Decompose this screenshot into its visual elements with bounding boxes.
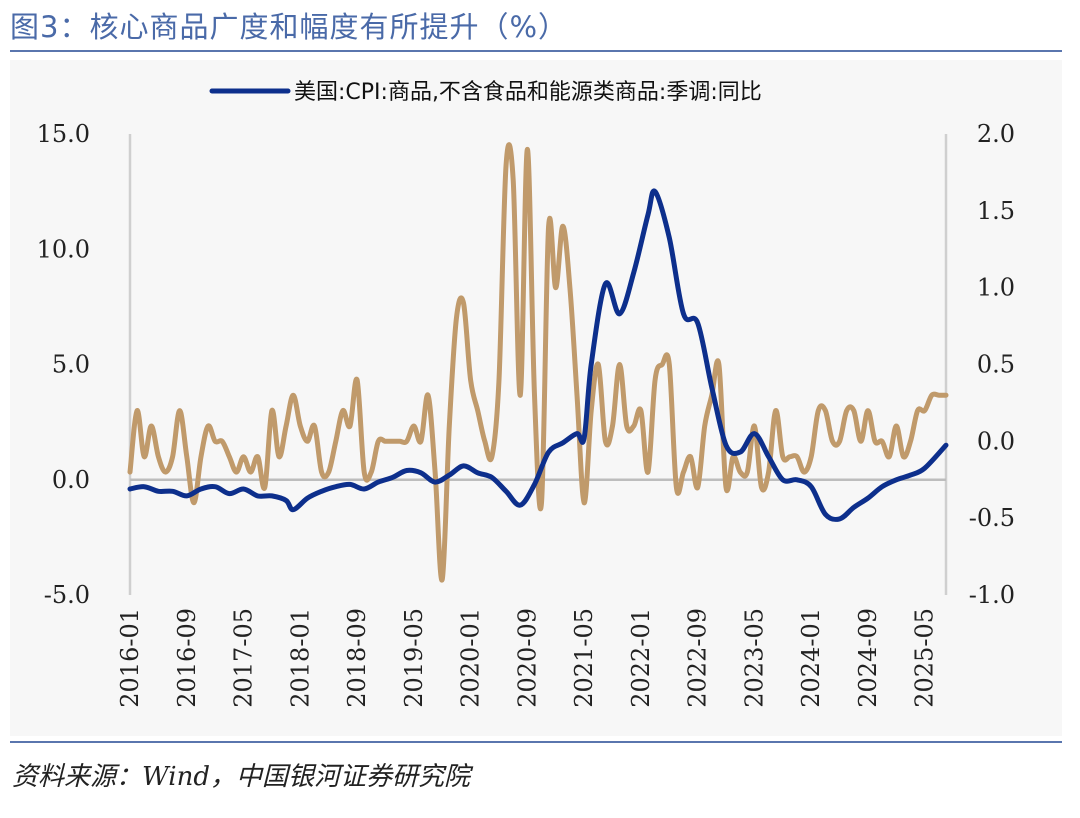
x-tick-label: 2019-05	[400, 608, 428, 708]
chart-series	[127, 142, 949, 583]
legend: 美国:CPI:商品,不含食品和能源类商品:季调:同比	[209, 80, 762, 105]
x-tick-label: 2022-01	[627, 608, 655, 708]
y-right-tick-label: -0.5	[969, 504, 1015, 532]
y-right-tick-label: 2.0	[977, 120, 1015, 148]
y-right-tick-label: 1.5	[977, 197, 1015, 225]
x-tick-label: 2025-05	[911, 608, 939, 708]
chart-axes	[128, 134, 948, 595]
x-tick-label: 2020-01	[457, 608, 485, 708]
x-tick-label: 2016-09	[173, 608, 201, 708]
x-tick-label: 2024-09	[854, 608, 882, 708]
header-divider	[10, 50, 1062, 52]
series-line-cpi-goods	[127, 188, 949, 522]
page-title: 图3：核心商品广度和幅度有所提升（%）	[10, 10, 569, 44]
chart-panel: 美国:CPI:商品,不含食品和能源类商品:季调:同比 15.0 10.0 5.0 0.…	[10, 60, 1062, 736]
chart-tick-labels: 15.0 10.0 5.0 0.0 -5.0 2.0 1.5 1.0 0.5 0.0 -0.5 -1.…	[37, 120, 1015, 708]
legend-label-cpi: 美国:CPI:商品,不含食品和能源类商品:季调:同比	[294, 80, 762, 105]
y-left-tick-label: 10.0	[37, 235, 90, 263]
source-note: 资料来源：Wind，中国银河证券研究院	[12, 762, 470, 792]
x-tick-label: 2018-09	[343, 608, 371, 708]
x-tick-label: 2023-05	[740, 608, 768, 708]
y-right-tick-label: 0.0	[977, 427, 1015, 455]
chart: 美国:CPI:商品,不含食品和能源类商品:季调:同比 15.0 10.0 5.0 0.…	[37, 80, 1015, 708]
x-tick-label: 2018-01	[286, 608, 314, 708]
x-tick-label: 2020-09	[513, 608, 541, 708]
x-tick-label: 2022-09	[684, 608, 712, 708]
footer-divider	[10, 741, 1062, 743]
x-tick-label: 2016-01	[116, 608, 144, 708]
x-tick-label: 2021-05	[570, 608, 598, 708]
x-tick-label: 2017-05	[230, 608, 258, 708]
y-left-tick-label: 5.0	[52, 351, 90, 379]
series-line-right-axis	[127, 142, 949, 583]
y-right-tick-label: -1.0	[969, 581, 1015, 609]
y-left-tick-label: -5.0	[44, 581, 90, 609]
y-right-tick-label: 1.0	[977, 274, 1015, 302]
x-tick-label: 2024-01	[797, 608, 825, 708]
y-left-tick-label: 0.0	[52, 466, 90, 494]
y-left-tick-label: 15.0	[37, 120, 90, 148]
y-right-tick-label: 0.5	[977, 351, 1015, 379]
